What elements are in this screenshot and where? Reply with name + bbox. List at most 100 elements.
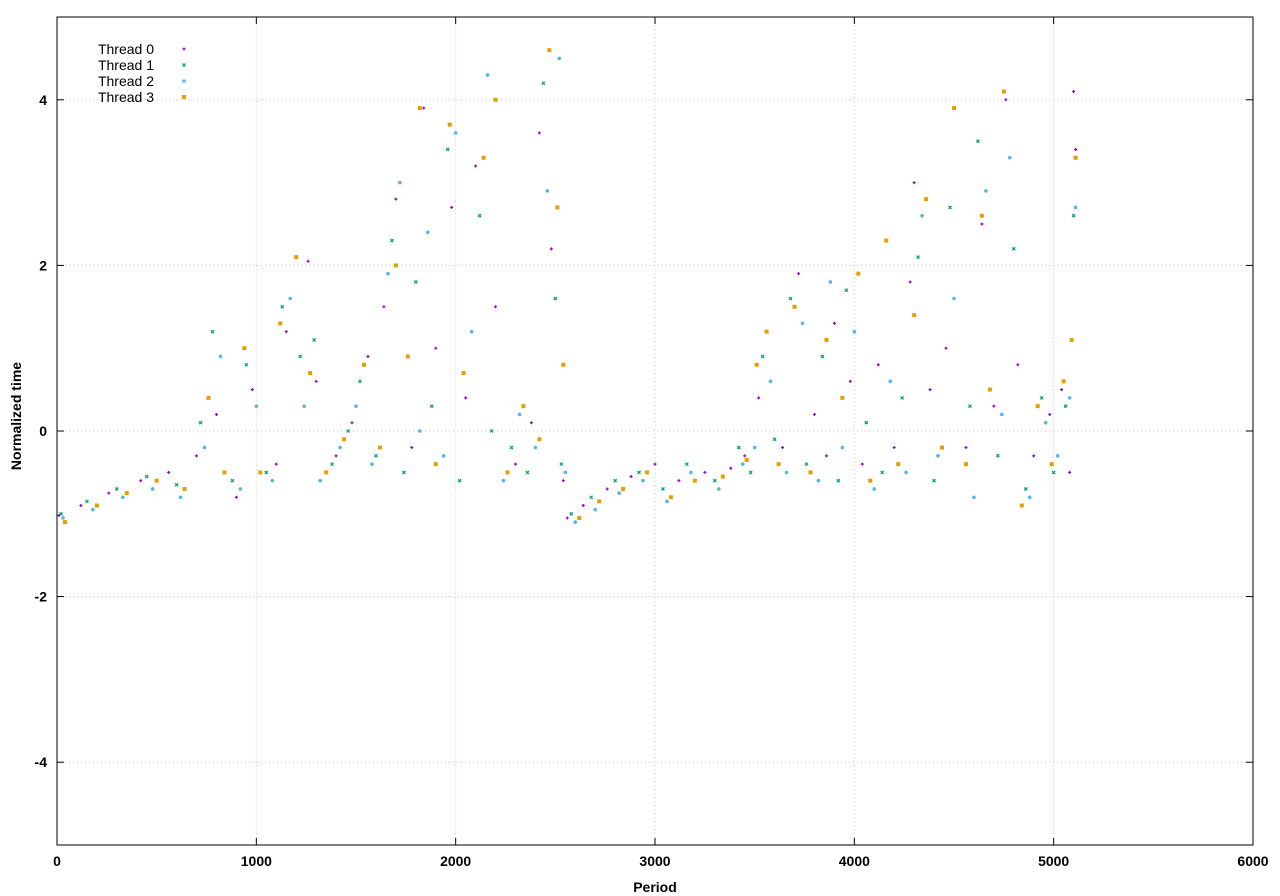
data-point	[306, 259, 310, 263]
data-point	[513, 462, 517, 466]
data-point	[417, 429, 422, 433]
data-point	[434, 346, 438, 350]
data-point	[968, 404, 972, 409]
data-point	[797, 272, 801, 276]
data-point	[912, 313, 917, 318]
data-point	[410, 446, 414, 450]
data-point	[1004, 98, 1008, 102]
x-tick-label: 4000	[839, 853, 870, 869]
data-point	[389, 238, 394, 243]
data-point	[964, 446, 968, 450]
data-point	[824, 337, 829, 342]
data-point	[1068, 470, 1072, 474]
legend-label: Thread 3	[98, 89, 154, 105]
data-point	[350, 421, 354, 425]
data-point	[288, 296, 293, 301]
data-point	[1051, 470, 1056, 475]
data-point	[1071, 213, 1076, 218]
legend-marker	[182, 63, 186, 67]
data-point	[963, 462, 968, 467]
data-point	[298, 354, 303, 359]
data-point	[167, 470, 171, 474]
tick-labels: 0 1000 2000 3000 4000 5000 6000 -4 -2 0 2 4	[35, 92, 1269, 869]
data-point	[593, 507, 597, 512]
data-point	[222, 470, 227, 475]
data-point	[1001, 89, 1006, 94]
data-point	[776, 462, 781, 467]
data-point	[124, 491, 129, 496]
data-point	[366, 354, 370, 358]
data-point	[1049, 462, 1054, 467]
data-point	[754, 362, 759, 367]
data-point	[884, 238, 889, 243]
data-point	[453, 131, 458, 135]
data-point	[784, 470, 789, 475]
data-point	[757, 396, 761, 400]
data-point	[394, 197, 398, 201]
x-tick-label: 2000	[440, 853, 471, 869]
data-point	[525, 470, 530, 475]
data-point	[174, 482, 179, 487]
data-point	[880, 470, 885, 475]
data-point	[374, 453, 378, 458]
data-point	[840, 445, 845, 450]
data-point	[120, 495, 125, 500]
data-point	[1067, 396, 1072, 400]
x-tick-label: 3000	[639, 853, 670, 869]
data-point	[178, 495, 183, 500]
data-point	[716, 487, 721, 491]
legend-marker	[182, 79, 186, 83]
legend-marker	[182, 47, 186, 51]
data-point	[788, 296, 793, 301]
data-point	[474, 164, 478, 168]
data-point	[689, 470, 693, 475]
data-point	[975, 139, 980, 144]
data-point	[338, 445, 342, 450]
series-thread-2	[61, 56, 1078, 524]
data-point	[441, 454, 446, 458]
data-point	[641, 478, 645, 483]
data-points	[57, 48, 1078, 525]
data-point	[481, 155, 486, 160]
data-point	[992, 404, 996, 408]
data-point	[864, 420, 869, 425]
data-point	[703, 470, 707, 474]
data-point	[505, 470, 510, 475]
data-point	[1039, 395, 1044, 400]
data-point	[547, 48, 552, 53]
data-point	[334, 454, 338, 458]
data-point	[107, 491, 111, 495]
data-point	[533, 445, 538, 450]
data-point	[234, 495, 238, 499]
x-tick-label: 0	[53, 853, 61, 869]
data-point	[729, 466, 733, 470]
data-point	[561, 479, 565, 483]
data-point	[908, 280, 912, 284]
data-point	[1055, 454, 1060, 458]
data-point	[932, 478, 936, 483]
data-point	[952, 296, 956, 301]
data-point	[984, 189, 988, 193]
data-point	[377, 445, 382, 450]
data-point	[836, 478, 841, 483]
data-point	[995, 453, 1000, 458]
y-axis-title: Normalized time	[8, 362, 24, 470]
data-point	[270, 478, 275, 483]
data-point	[308, 371, 313, 376]
data-point	[653, 462, 657, 466]
data-point	[202, 445, 207, 450]
x-axis-title: Period	[633, 879, 677, 895]
data-point	[972, 495, 976, 500]
data-point	[916, 255, 921, 260]
data-point	[940, 445, 945, 450]
data-point	[677, 479, 681, 483]
data-point	[393, 263, 398, 268]
data-point	[1060, 388, 1064, 392]
data-point	[952, 106, 956, 111]
data-point	[888, 379, 893, 384]
data-point	[856, 271, 861, 276]
data-point	[987, 387, 992, 392]
x-tick-label: 1000	[241, 853, 272, 869]
data-point	[665, 499, 669, 504]
